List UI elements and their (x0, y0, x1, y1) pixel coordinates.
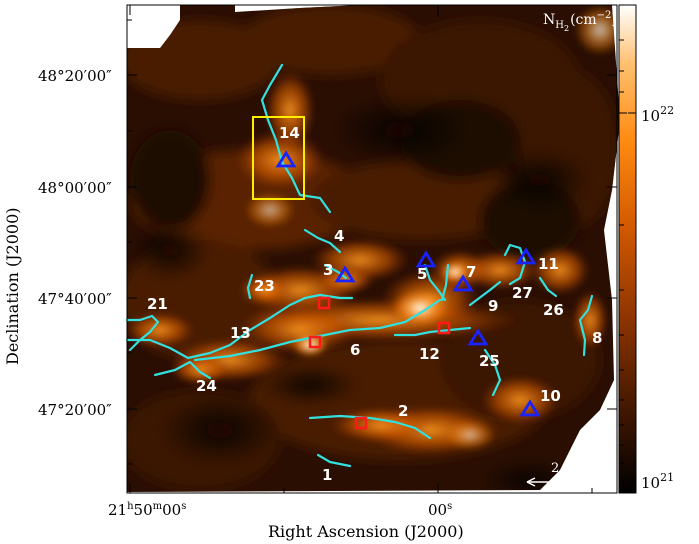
label-4: 4 (334, 227, 344, 245)
column-density-map (127, 5, 620, 493)
label-7: 7 (466, 263, 476, 281)
triangle-marker (415, 250, 437, 268)
triangle-marker (275, 150, 297, 168)
label-14: 14 (279, 124, 300, 142)
filament-4 (303, 228, 342, 254)
filaments-layer (125, 63, 594, 468)
label-5: 5 (417, 265, 427, 283)
label-8: 8 (592, 329, 602, 347)
ra-tick-labels: 21h50m00s 00s (108, 501, 452, 519)
filament-24 (153, 360, 212, 380)
triangle-marker (467, 328, 489, 346)
label-25: 25 (479, 352, 500, 370)
colorbar: 1022 1021 (618, 4, 674, 494)
filament-7 (440, 263, 450, 302)
colorbar-tick-1e21: 1021 (641, 471, 674, 492)
scale-bar-label: 2 pc (551, 461, 579, 476)
ra-tick: 21h50m00s (108, 501, 186, 519)
filament-13 (125, 293, 354, 360)
label-2: 2 (398, 402, 408, 420)
triangle-marker (334, 265, 356, 283)
filament-3 (323, 263, 348, 280)
y-axis-title: Declination (J2000) (3, 207, 22, 365)
square-marker (354, 416, 368, 430)
label-23: 23 (254, 277, 275, 295)
map-frame (126, 4, 618, 494)
label-27: 27 (512, 284, 533, 302)
dec-tick: 48°20′00″ (38, 67, 112, 85)
filament-23 (246, 273, 254, 300)
filament-2 (308, 414, 432, 440)
filament-14 (260, 63, 332, 214)
colorbar-title: NH2(cm−2) (543, 10, 617, 33)
label-9: 9 (488, 297, 498, 315)
label-1: 1 (322, 466, 332, 484)
dec-tick: 48°00′00″ (38, 179, 112, 197)
filament-26 (538, 276, 558, 298)
filament-labels: 14 4 3 23 21 13 24 6 5 7 9 12 25 27 11 2… (147, 124, 602, 484)
label-13: 13 (230, 324, 251, 342)
square-marker (437, 321, 451, 335)
filament-9 (468, 280, 502, 307)
filament-25 (483, 348, 502, 397)
dec-tick: 47°40′00″ (38, 290, 112, 308)
square-markers (308, 296, 451, 430)
filament-5 (423, 263, 447, 302)
label-3: 3 (323, 261, 333, 279)
ra-tick: 00s (428, 501, 452, 519)
filament-8 (578, 294, 594, 357)
triangle-marker (519, 399, 541, 417)
label-12: 12 (419, 345, 440, 363)
x-axis-title: Right Ascension (J2000) (268, 522, 464, 541)
scale-bar: 2 pc (526, 461, 608, 487)
label-10: 10 (540, 387, 561, 405)
dec-tick: 47°20′00″ (38, 401, 112, 419)
square-marker (308, 335, 322, 349)
filament-6 (193, 298, 442, 362)
filament-12 (393, 326, 472, 337)
label-26: 26 (543, 301, 564, 319)
triangle-marker (515, 247, 537, 265)
label-11: 11 (538, 255, 559, 273)
filament-1 (316, 453, 352, 468)
triangle-marker (452, 274, 474, 292)
label-6: 6 (350, 341, 360, 359)
square-marker (317, 296, 331, 310)
label-21: 21 (147, 295, 168, 313)
label-24: 24 (196, 377, 217, 395)
highlight-box (252, 116, 305, 200)
triangle-markers (275, 150, 541, 417)
dec-tick-labels: 48°20′00″ 48°00′00″ 47°40′00″ 47°20′00″ (38, 67, 112, 419)
colorbar-tick-1e22: 1022 (641, 104, 674, 125)
